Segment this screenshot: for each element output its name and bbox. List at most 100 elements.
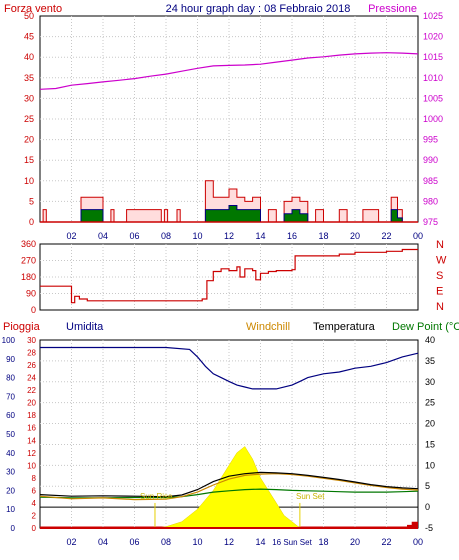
rain-tick: 4 <box>32 499 37 508</box>
rain-tick: 8 <box>32 474 37 483</box>
pressure-tick: 985 <box>423 176 438 186</box>
temperature-tick: 35 <box>425 356 435 366</box>
pressure-tick: 1000 <box>423 114 443 124</box>
rain-tick: 16 <box>27 424 36 433</box>
temperature-line <box>39 471 419 498</box>
x-tick-bottom: 06 <box>129 537 139 547</box>
wind-force-tick: 50 <box>24 11 34 21</box>
compass-label: S <box>436 270 443 282</box>
x-tick-bottom: 00 <box>413 537 423 547</box>
x-tick-bottom: 14 <box>255 537 265 547</box>
legend-dew-point: Dew Point (°C <box>392 321 459 333</box>
x-tick-bottom: 16 Sun Set <box>272 538 312 547</box>
x-tick-top: 18 <box>318 231 328 241</box>
wind-force-tick: 35 <box>24 73 34 83</box>
rain-tick: 10 <box>27 461 36 470</box>
pressure-label: Pressione <box>368 3 417 15</box>
direction-tick: 180 <box>21 272 36 282</box>
temperature-tick: 20 <box>425 419 435 429</box>
x-tick-top: 20 <box>350 231 360 241</box>
wind-force-tick: 25 <box>24 114 34 124</box>
temperature-tick: 30 <box>425 377 435 387</box>
pressure-line <box>39 52 419 90</box>
x-tick-top: 14 <box>255 231 265 241</box>
humidity-tick: 60 <box>6 411 15 420</box>
compass-label: E <box>436 286 443 298</box>
pressure-tick: 1020 <box>423 32 443 42</box>
rain-tick: 26 <box>27 361 36 370</box>
legend: Pioggia Umidita Windchill Temperatura De… <box>3 321 459 333</box>
wind-force-tick: 20 <box>24 135 34 145</box>
legend-temperature: Temperatura <box>313 321 376 333</box>
x-tick-top: 16 <box>287 231 297 241</box>
rain-tick: 18 <box>27 411 36 420</box>
humidity-line <box>40 346 419 390</box>
pressure-tick: 1025 <box>423 11 443 21</box>
wind-area <box>40 205 418 222</box>
x-tick-top: 04 <box>98 231 108 241</box>
wind-force-tick: 30 <box>24 93 34 103</box>
rain-tick: 30 <box>27 336 36 345</box>
compass-label: N <box>436 301 444 313</box>
temperature-tick: 25 <box>425 398 435 408</box>
wind-force-tick: 45 <box>24 32 34 42</box>
wind-force-tick: 40 <box>24 52 34 62</box>
x-tick-top: 10 <box>192 231 202 241</box>
rain-tick: 0 <box>32 524 37 533</box>
x-tick-bottom: 20 <box>350 537 360 547</box>
humidity-tick: 10 <box>6 505 15 514</box>
x-tick-top: 02 <box>66 231 76 241</box>
data-series <box>39 52 419 529</box>
wind-force-tick: 10 <box>24 176 34 186</box>
humidity-tick: 90 <box>6 355 15 364</box>
wind-force-tick: 15 <box>24 155 34 165</box>
humidity-tick: 40 <box>6 449 15 458</box>
pressure-tick: 990 <box>423 155 438 165</box>
rain-tick: 14 <box>27 436 36 445</box>
pressure-tick: 980 <box>423 196 438 206</box>
rain-tick: 22 <box>27 386 36 395</box>
page-title: 24 hour graph day : 08 Febbraio 2018 <box>166 3 351 15</box>
temperature-tick: -5 <box>425 523 433 533</box>
rain-tick: 2 <box>32 511 37 520</box>
wind-force-tick: 0 <box>29 217 34 227</box>
x-tick-top: 12 <box>224 231 234 241</box>
direction-tick: 90 <box>26 289 36 299</box>
wind-force-label: Forza vento <box>4 3 62 15</box>
rain-tick: 24 <box>27 374 36 383</box>
x-tick-top: 06 <box>129 231 139 241</box>
axis-labels: 0510152025303540455097598098599099510001… <box>2 11 447 547</box>
wind-force-tick: 5 <box>29 196 34 206</box>
temperature-tick: 40 <box>425 335 435 345</box>
direction-tick: 360 <box>21 239 36 249</box>
humidity-tick: 50 <box>6 430 15 439</box>
humidity-tick: 0 <box>11 524 16 533</box>
temperature-tick: 0 <box>425 502 430 512</box>
humidity-tick: 30 <box>6 468 15 477</box>
rain-tick: 12 <box>27 449 36 458</box>
pressure-tick: 975 <box>423 217 438 227</box>
humidity-tick: 70 <box>6 392 15 401</box>
wind-avg-line <box>40 205 418 223</box>
temperature-tick: 5 <box>425 481 430 491</box>
sunset-label: Sun Set <box>296 492 325 501</box>
x-tick-top: 00 <box>413 231 423 241</box>
windchill-line <box>39 473 419 501</box>
pressure-tick: 995 <box>423 135 438 145</box>
legend-windchill: Windchill <box>246 321 290 333</box>
temperature-tick: 15 <box>425 439 435 449</box>
compass-label: N <box>436 239 444 251</box>
humidity-tick: 100 <box>2 336 16 345</box>
humidity-tick: 80 <box>6 374 15 383</box>
x-tick-bottom: 02 <box>66 537 76 547</box>
pressure-tick: 1010 <box>423 73 443 83</box>
sunrise-label: Sun Rise <box>140 492 173 501</box>
dew-point-line <box>39 488 419 499</box>
x-tick-bottom: 12 <box>224 537 234 547</box>
compass-label: W <box>436 255 447 267</box>
x-tick-bottom: 04 <box>98 537 108 547</box>
direction-tick: 0 <box>31 305 36 315</box>
pressure-tick: 1005 <box>423 93 443 103</box>
